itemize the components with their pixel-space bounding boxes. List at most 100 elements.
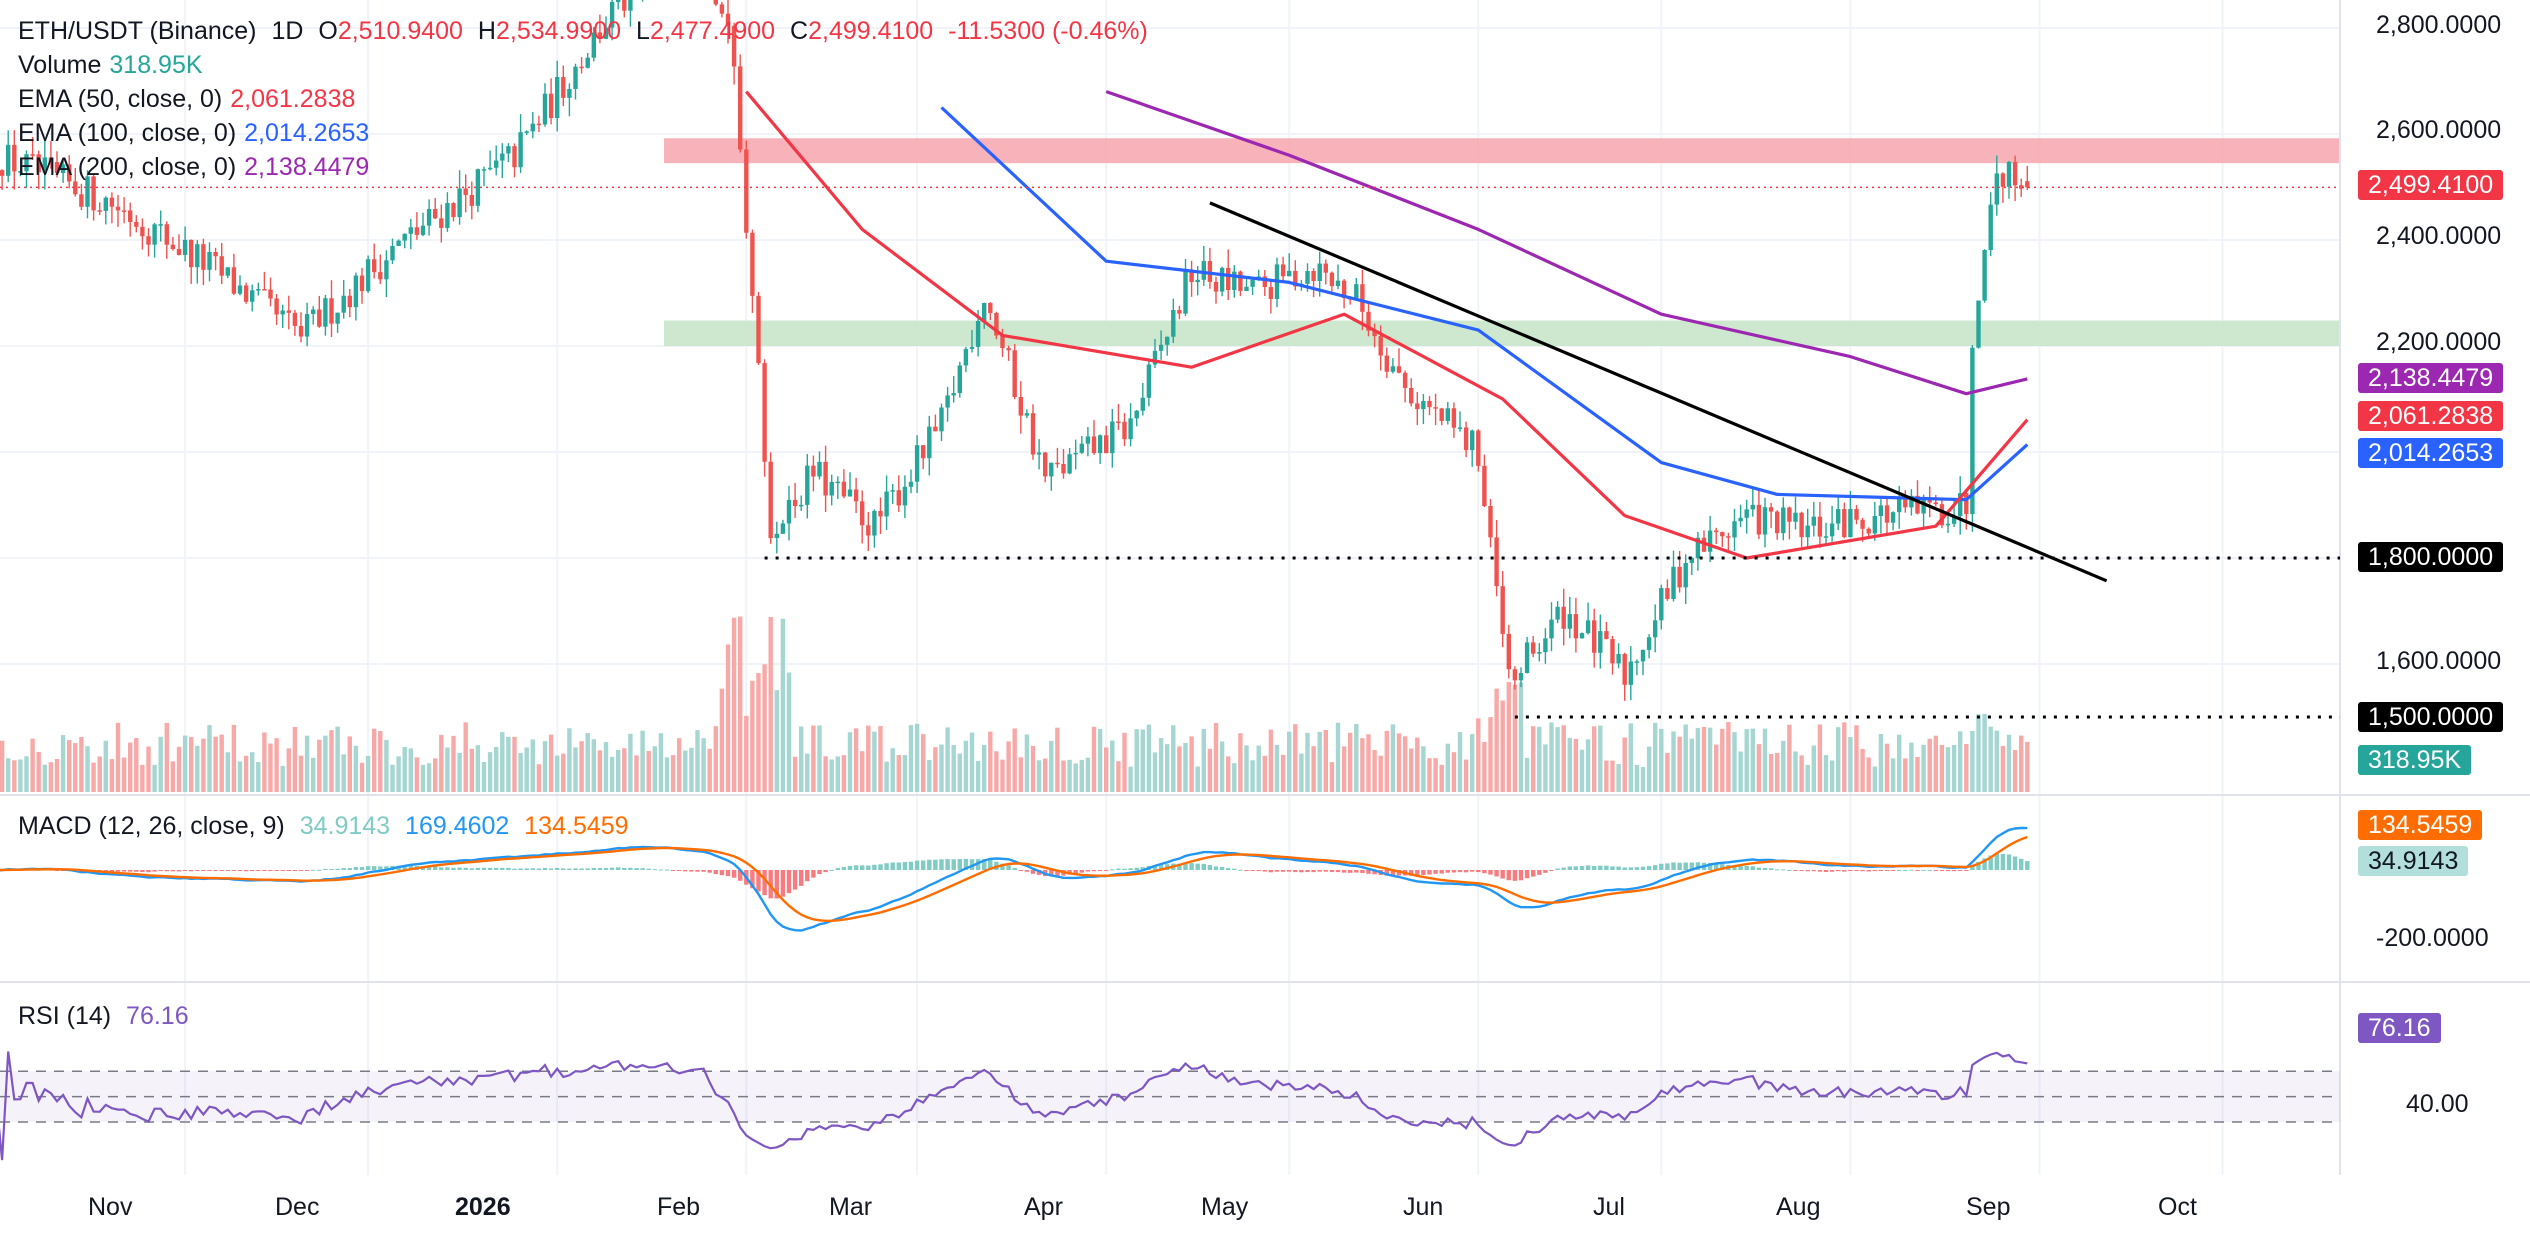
macd-histogram-bar [1244, 870, 1249, 871]
volume-bar [1939, 744, 1945, 792]
volume-bar [1213, 723, 1219, 792]
volume-bar [384, 739, 389, 792]
volume-bar [975, 760, 981, 792]
candle-body [1653, 620, 1658, 638]
candle-body [1707, 530, 1713, 552]
macd-histogram-bar [1335, 870, 1341, 873]
volume-bar [18, 759, 23, 792]
candle-body [1482, 465, 1487, 507]
candle-body [463, 188, 468, 195]
macd-histogram-bar [1036, 870, 1042, 875]
candle-body [1445, 408, 1450, 421]
candle-body [725, 13, 731, 26]
candle-body [780, 523, 786, 534]
macd-histogram-bar [182, 870, 188, 871]
macd-histogram-bar [1909, 869, 1914, 871]
volume-bar [176, 746, 182, 792]
macd-histogram-bar [463, 867, 468, 870]
candle-body [36, 154, 41, 173]
candle-body [1165, 336, 1170, 345]
candle-body [1049, 462, 1054, 477]
macd-histogram-bar [1030, 870, 1036, 874]
candle-body [1958, 493, 1963, 517]
candle-body [719, 4, 725, 14]
candle-body [500, 153, 505, 161]
candle-body [1293, 270, 1298, 287]
candle-body [2025, 181, 2030, 188]
candle-body [2019, 185, 2024, 189]
symbol-label[interactable]: ETH/USDT (Binance) [18, 17, 257, 45]
resistance-zone [664, 138, 2339, 164]
macd-histogram-bar [506, 867, 511, 870]
volume-bar [1256, 745, 1261, 792]
candle-body [1244, 286, 1249, 291]
price-tick-2400: 2,400.0000 [2376, 222, 2502, 250]
volume-bar [1964, 744, 1969, 792]
candle-body [1726, 536, 1731, 538]
macd-histogram-bar [524, 868, 529, 870]
volume-bar [1768, 753, 1774, 792]
candle-body [1433, 407, 1438, 409]
legend-ema100[interactable]: EMA (100, close, 0) 2,014.2653 [18, 116, 1148, 150]
legend-volume[interactable]: Volume 318.95K [18, 48, 1148, 82]
macd-histogram-bar [1305, 870, 1310, 873]
volume-bar [1024, 734, 1030, 792]
volume-bar [1897, 734, 1902, 792]
macd-histogram-bar [542, 867, 548, 870]
candle-body [1140, 397, 1145, 411]
price-tick-2600: 2,600.0000 [2376, 116, 2502, 144]
support-1800-tag: 1,800.0000 [2358, 542, 2504, 572]
macd-histogram-bar [408, 865, 413, 870]
macd-histogram-bar [530, 868, 535, 870]
candle-body [988, 302, 993, 314]
volume-bar [817, 725, 822, 792]
macd-histogram-bar [1750, 866, 1755, 870]
candle-body [628, 0, 633, 11]
macd-histogram-bar [1646, 866, 1652, 870]
macd-histogram-bar [1457, 870, 1463, 873]
macd-line-value: 169.4602 [405, 812, 510, 840]
interval-label[interactable]: 1D [271, 17, 304, 45]
macd-histogram-bar [1628, 867, 1633, 870]
volume-bar [268, 743, 273, 792]
candle-body [957, 365, 962, 394]
legend-macd[interactable]: MACD (12, 26, close, 9) 34.9143 169.4602… [18, 812, 629, 841]
volume-bar [1183, 742, 1188, 792]
volume-bar [1811, 745, 1816, 792]
volume-bar [323, 735, 328, 792]
candle-body [817, 461, 822, 477]
volume-bar [945, 727, 950, 792]
macd-histogram-bar [359, 866, 365, 870]
macd-histogram-bar [1799, 870, 1804, 871]
candle-body [518, 132, 523, 168]
macd-histogram-bar [1177, 863, 1182, 870]
volume-bar [506, 736, 511, 792]
candle-body [512, 146, 517, 168]
macd-histogram-bar [1000, 863, 1005, 870]
candle-body [1036, 452, 1042, 455]
macd-histogram-bar [1250, 870, 1255, 871]
volume-bar [1384, 730, 1389, 792]
volume-bar [609, 756, 615, 792]
legend-rsi[interactable]: RSI (14) 76.16 [18, 1002, 189, 1031]
volume-bar [317, 739, 322, 792]
candle-body [225, 267, 230, 276]
macd-histogram-bar [1451, 870, 1457, 873]
legend-ema50[interactable]: EMA (50, close, 0) 2,061.2838 [18, 82, 1148, 116]
candle-body [128, 210, 133, 222]
candle-body [890, 490, 895, 492]
macd-histogram-bar [1079, 870, 1084, 873]
legend-ema200[interactable]: EMA (200, close, 0) 2,138.4479 [18, 150, 1148, 184]
volume-bar [1732, 732, 1737, 792]
candle-body [1677, 566, 1682, 588]
candle-body [1043, 452, 1048, 477]
candle-body [524, 131, 529, 133]
macd-histogram-bar [280, 870, 285, 871]
volume-bar [1805, 764, 1810, 792]
macd-histogram-bar [1707, 862, 1713, 870]
volume-bar [988, 731, 993, 792]
macd-histogram-bar [1640, 866, 1646, 870]
macd-histogram-bar [609, 867, 615, 870]
ema50-price-tag: 2,061.2838 [2358, 401, 2504, 431]
